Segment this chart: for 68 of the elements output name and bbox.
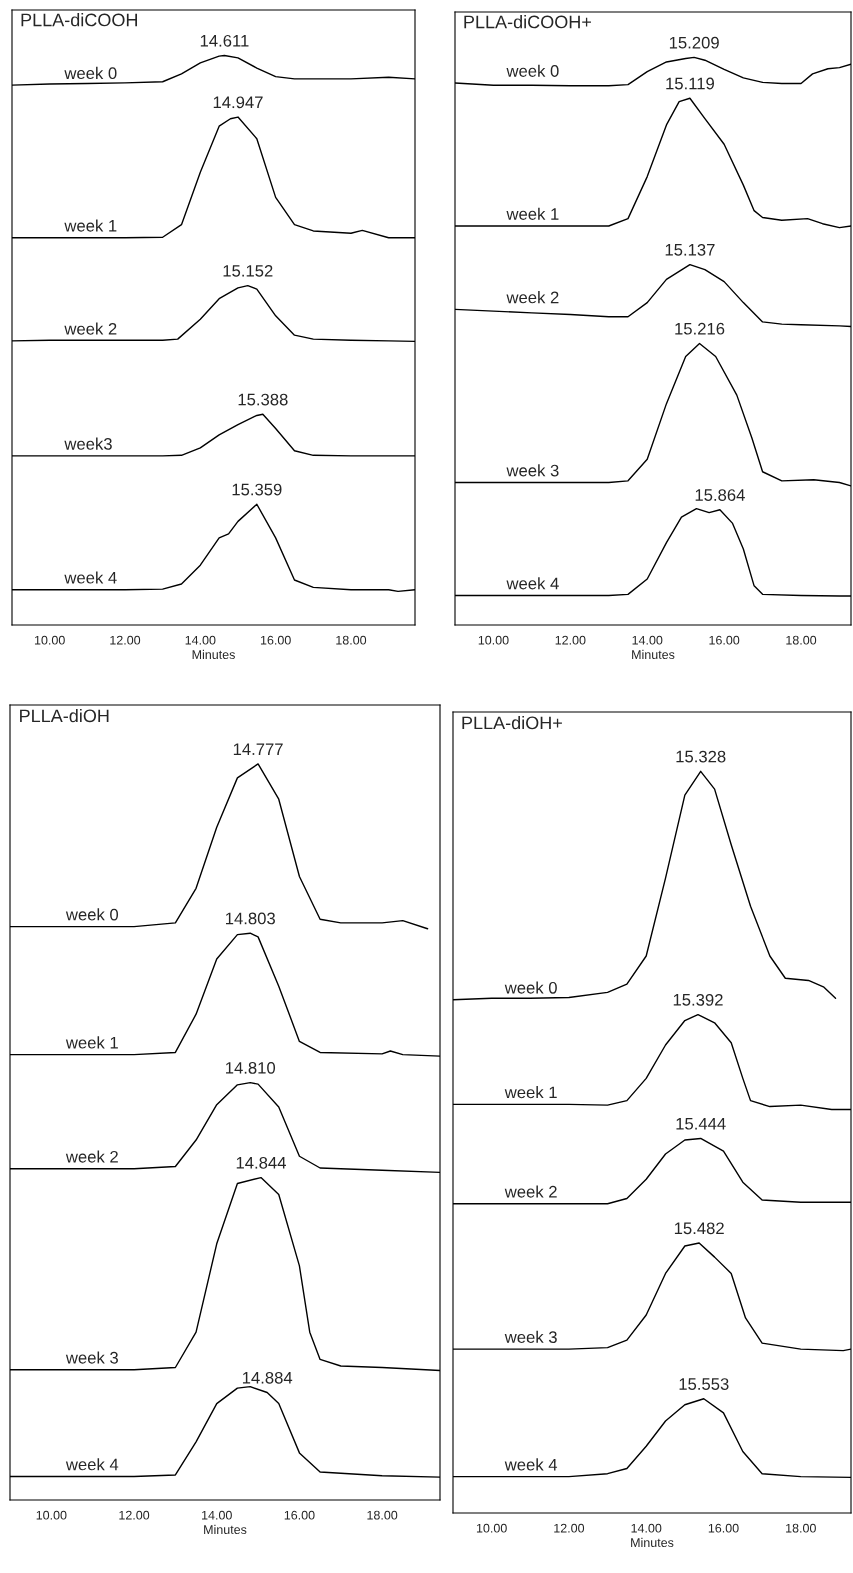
- chart-title: PLLA-diOH: [20, 708, 109, 723]
- series-label: week 1: [506, 207, 559, 220]
- x-axis-title: Minutes: [632, 649, 675, 660]
- x-tick-label: 18.00: [336, 635, 367, 645]
- annotation: 14.810: [226, 1061, 276, 1074]
- annotation: 14.777: [233, 743, 283, 755]
- x-tick-label: 16.00: [708, 1523, 739, 1533]
- annotation: 14.844: [236, 1156, 286, 1169]
- x-tick-label: 14.00: [202, 1510, 232, 1520]
- x-tick-label: 18.00: [786, 635, 817, 645]
- series-label: week 4: [504, 1458, 558, 1471]
- annotation: 15.392: [673, 993, 723, 1006]
- series-label: week 4: [506, 577, 559, 590]
- x-tick-label: 10.00: [36, 1510, 67, 1520]
- series-label: week3: [64, 437, 112, 450]
- annotation: 15.152: [223, 264, 273, 277]
- series-label: week 4: [64, 571, 117, 584]
- series-label: week 1: [504, 1086, 557, 1099]
- x-tick-label: 14.00: [632, 635, 663, 645]
- annotation: 14.884: [242, 1371, 293, 1384]
- x-tick-label: 16.00: [260, 635, 291, 645]
- series-label: week 2: [506, 291, 559, 304]
- x-tick-label: 12.00: [110, 635, 141, 645]
- x-tick-label: 10.00: [478, 635, 509, 645]
- annotation: 15.359: [232, 483, 282, 496]
- annotation: 15.864: [695, 489, 745, 501]
- series-label: week 1: [64, 219, 117, 232]
- chart-title: PLLA-diCOOH+: [464, 15, 591, 29]
- x-tick-label: 14.00: [185, 635, 216, 645]
- x-tick-label: 18.00: [367, 1510, 398, 1520]
- series-label: week 2: [64, 322, 117, 335]
- annotation: 15.388: [238, 393, 288, 406]
- x-tick-label: 12.00: [554, 1523, 585, 1533]
- x-tick-label: 10.00: [34, 635, 65, 645]
- x-tick-label: 12.00: [119, 1510, 150, 1520]
- x-tick-label: 16.00: [284, 1510, 315, 1520]
- x-tick-label: 10.00: [476, 1523, 507, 1533]
- series-label: week 4: [65, 1458, 119, 1471]
- x-axis-title: Minutes: [192, 649, 235, 660]
- annotation: 15.553: [679, 1378, 729, 1390]
- annotation: 14.611: [200, 34, 249, 47]
- annotation: 14.803: [226, 912, 275, 925]
- series-label: week 0: [506, 64, 559, 77]
- x-tick-label: 18.00: [786, 1523, 816, 1533]
- x-axis-title: Minutes: [631, 1537, 674, 1548]
- series-label: week 3: [504, 1330, 557, 1344]
- annotation: 15.137: [665, 243, 715, 256]
- annotation: 15.216: [675, 322, 725, 335]
- annotation: 15.328: [676, 750, 726, 763]
- series-label: week 0: [504, 981, 557, 994]
- annotation: 15.482: [674, 1222, 724, 1235]
- annotation: 15.119: [666, 77, 714, 90]
- x-tick-label: 12.00: [555, 635, 586, 645]
- series-label: week 0: [64, 66, 117, 80]
- series-label: week 3: [506, 464, 559, 477]
- x-axis-title: Minutes: [204, 1524, 247, 1535]
- series-label: week 2: [65, 1150, 118, 1163]
- annotation: 15.444: [676, 1117, 726, 1130]
- series-label: week 2: [504, 1185, 557, 1198]
- chart-title: PLLA-diCOOH: [21, 13, 137, 27]
- chart-title: PLLA-diOH+: [462, 716, 562, 730]
- x-tick-label: 14.00: [631, 1523, 662, 1533]
- annotation: 14.947: [213, 96, 263, 109]
- series-label: week 1: [65, 1036, 118, 1049]
- series-label: week 3: [65, 1351, 118, 1364]
- x-tick-label: 16.00: [709, 635, 740, 645]
- series-label: week 0: [65, 908, 119, 921]
- annotation: 15.209: [669, 36, 719, 49]
